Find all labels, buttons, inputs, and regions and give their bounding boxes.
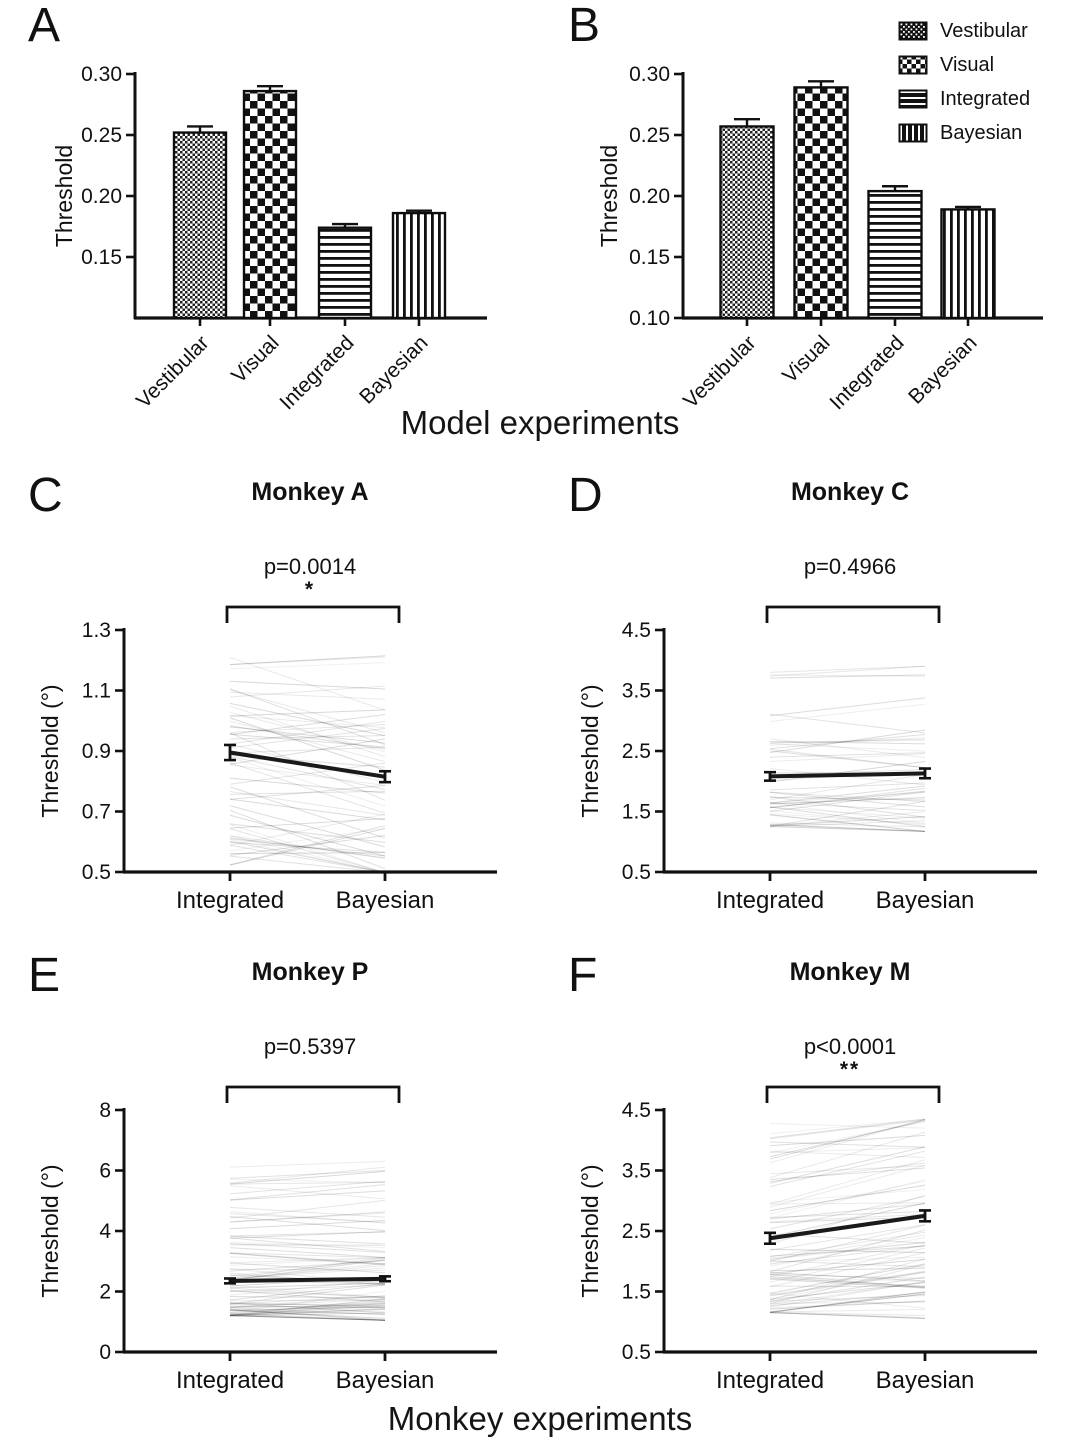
svg-text:Bayesian: Bayesian <box>336 1367 435 1394</box>
svg-text:Integrated: Integrated <box>176 1367 284 1394</box>
svg-text:4.5: 4.5 <box>622 619 651 642</box>
svg-text:Bayesian: Bayesian <box>876 1367 975 1394</box>
svg-text:Bayesian: Bayesian <box>904 331 981 408</box>
svg-text:0.5: 0.5 <box>622 861 651 884</box>
paired-line-chart-monkey-p: 0 2 4 6 8 Threshold (°) Integrated Bayesian <box>37 1085 497 1394</box>
panel-f-letter: F <box>568 949 598 1002</box>
paired-line-chart-monkey-a: 0.5 0.7 0.9 1.1 1.3 Threshold (°) Integrated Ba… <box>37 605 497 914</box>
svg-text:0.10: 0.10 <box>629 307 670 330</box>
svg-text:8: 8 <box>99 1099 111 1122</box>
svg-text:3.5: 3.5 <box>622 1160 651 1183</box>
panel-c-letter: C <box>28 469 63 522</box>
panel-d-title: Monkey C <box>790 478 910 506</box>
panel-d-letter: D <box>568 469 603 522</box>
svg-text:0.9: 0.9 <box>82 740 111 763</box>
svg-text:0.15: 0.15 <box>629 246 670 269</box>
bayesian-pattern-swatch-icon <box>898 123 928 143</box>
svg-text:Threshold: Threshold <box>51 145 77 247</box>
svg-text:0.5: 0.5 <box>622 1341 651 1364</box>
svg-text:0.25: 0.25 <box>81 124 122 147</box>
caption-model-experiments: Model experiments <box>400 404 680 441</box>
panel-f-pvalue: p<0.0001 <box>803 1034 897 1059</box>
panel-b: B 0.10 0.15 0.20 0.25 0.30 Threshold Vestibula… <box>540 0 1080 460</box>
panel-c-pvalue: p=0.0014 <box>263 554 357 579</box>
legend-label: Visual <box>940 53 995 76</box>
legend-label: Integrated <box>940 87 1031 110</box>
legend-item-bayesian: Bayesian <box>898 120 1030 146</box>
legend-label: Vestibular <box>940 19 1028 42</box>
svg-text:4: 4 <box>99 1220 111 1243</box>
legend-label: Bayesian <box>940 121 1023 144</box>
panel-a: A 0.15 0.20 0.25 0.30 Threshold Vestibular Vis… <box>0 0 540 460</box>
paired-line-chart-monkey-c: 0.5 1.5 2.5 3.5 4.5 Threshold (°) Integrated Ba… <box>577 605 1037 914</box>
panel-d: D Monkey C p=0.4966 0.5 1.5 2.5 3.5 4.5 Thres… <box>540 470 1080 950</box>
panel-f-significance: ** <box>839 1058 861 1081</box>
svg-text:1.5: 1.5 <box>622 1281 651 1304</box>
panel-c-title: Monkey A <box>251 478 369 506</box>
visual-pattern-swatch-icon <box>898 55 928 75</box>
panel-f: F Monkey M p<0.0001 ** 0.5 1.5 2.5 3.5 4.5 Th… <box>540 950 1080 1430</box>
legend-item-vestibular: Vestibular <box>898 18 1030 44</box>
svg-text:1.5: 1.5 <box>622 801 651 824</box>
legend-item-visual: Visual <box>898 52 1030 78</box>
svg-text:Bayesian: Bayesian <box>355 331 432 408</box>
svg-text:Bayesian: Bayesian <box>876 887 975 914</box>
panel-c-significance: * <box>304 578 316 601</box>
caption-monkey-experiments: Monkey experiments <box>387 1400 693 1437</box>
svg-text:Visual: Visual <box>227 331 283 387</box>
svg-text:0.7: 0.7 <box>82 801 111 824</box>
svg-text:Vestibular: Vestibular <box>132 331 213 412</box>
svg-text:1.3: 1.3 <box>82 619 111 642</box>
panel-a-letter: A <box>28 0 61 52</box>
svg-text:Visual: Visual <box>778 331 834 387</box>
svg-text:6: 6 <box>99 1160 111 1183</box>
panel-e: E Monkey P p=0.5397 0 2 4 6 8 Threshold (°) In… <box>0 950 540 1430</box>
svg-text:Threshold (°): Threshold (°) <box>37 1164 63 1297</box>
svg-text:Threshold (°): Threshold (°) <box>37 684 63 817</box>
svg-text:Threshold (°): Threshold (°) <box>577 684 603 817</box>
svg-text:2: 2 <box>99 1281 111 1304</box>
chart-legend: Vestibular Visual Integrated Bayesian <box>898 18 1030 154</box>
panel-c: C Monkey A p=0.0014 * 0.5 0.7 0.9 1.1 1.3 Thr… <box>0 470 540 950</box>
svg-text:Integrated: Integrated <box>716 887 824 914</box>
bar-chart-model-experiment-2: 0.10 0.15 0.20 0.25 0.30 Threshold Vestibular V… <box>596 63 1043 414</box>
svg-text:0.20: 0.20 <box>81 185 122 208</box>
vestibular-pattern-swatch-icon <box>898 21 928 41</box>
svg-text:0.30: 0.30 <box>629 63 670 86</box>
svg-text:Integrated: Integrated <box>275 331 358 414</box>
svg-text:2.5: 2.5 <box>622 1220 651 1243</box>
svg-text:Integrated: Integrated <box>716 1367 824 1394</box>
svg-text:0.5: 0.5 <box>82 861 111 884</box>
svg-text:Vestibular: Vestibular <box>679 331 760 412</box>
panel-e-letter: E <box>28 949 61 1002</box>
svg-text:0.25: 0.25 <box>629 124 670 147</box>
svg-text:4.5: 4.5 <box>622 1099 651 1122</box>
svg-text:Threshold: Threshold <box>596 145 622 247</box>
integrated-pattern-swatch-icon <box>898 89 928 109</box>
svg-text:Integrated: Integrated <box>825 331 908 414</box>
paired-line-chart-monkey-m: 0.5 1.5 2.5 3.5 4.5 Threshold (°) Integrated Ba… <box>577 1085 1037 1394</box>
svg-text:0.30: 0.30 <box>81 63 122 86</box>
svg-text:0: 0 <box>99 1341 111 1364</box>
svg-text:0.20: 0.20 <box>629 185 670 208</box>
panel-d-pvalue: p=0.4966 <box>803 554 897 579</box>
svg-text:2.5: 2.5 <box>622 740 651 763</box>
svg-text:Threshold (°): Threshold (°) <box>577 1164 603 1297</box>
panel-e-title: Monkey P <box>251 958 369 986</box>
bar-chart-model-experiment-1: 0.15 0.20 0.25 0.30 Threshold Vestibular Visua… <box>51 63 487 414</box>
svg-text:0.15: 0.15 <box>81 246 122 269</box>
legend-item-integrated: Integrated <box>898 86 1030 112</box>
svg-text:Bayesian: Bayesian <box>336 887 435 914</box>
svg-text:3.5: 3.5 <box>622 680 651 703</box>
svg-text:1.1: 1.1 <box>82 680 111 703</box>
panel-b-letter: B <box>568 0 601 52</box>
svg-text:Integrated: Integrated <box>176 887 284 914</box>
panel-e-pvalue: p=0.5397 <box>263 1034 357 1059</box>
panel-f-title: Monkey M <box>789 958 911 986</box>
